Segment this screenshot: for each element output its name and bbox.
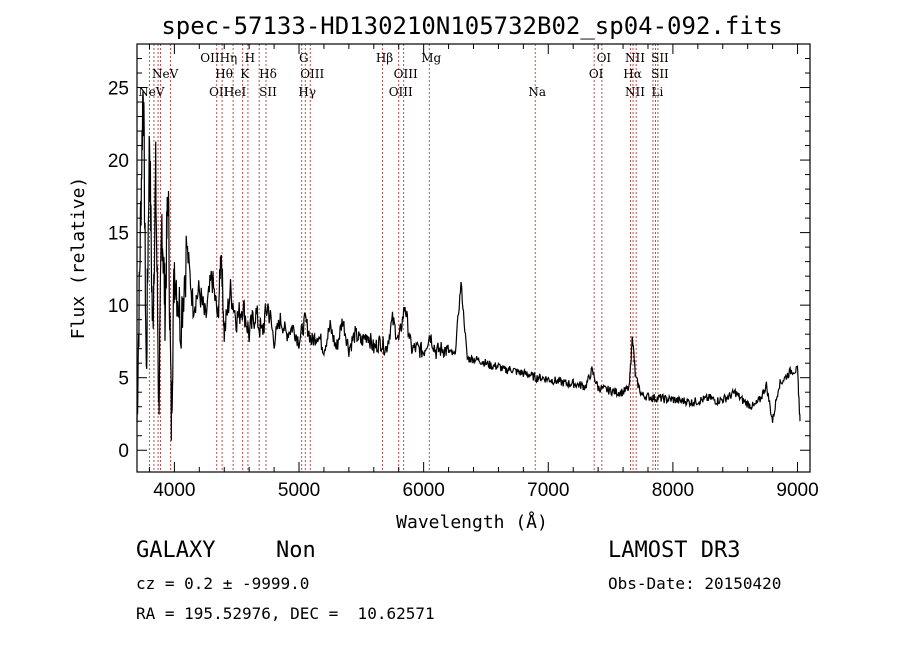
line-label: Hβ xyxy=(376,51,393,65)
line-label: Li xyxy=(652,85,664,99)
obs-date: Obs-Date: 20150420 xyxy=(608,574,782,593)
y-tick-label: 5 xyxy=(118,369,129,390)
y-axis-ticks: 0 5 10 15 20 25 xyxy=(108,58,810,462)
line-label: HeI xyxy=(224,85,247,99)
line-label: NeV xyxy=(138,85,165,99)
x-tick-label: 6000 xyxy=(403,480,445,501)
line-label: SII xyxy=(651,51,669,65)
line-label: NeV xyxy=(152,67,179,81)
reference-lines xyxy=(148,44,659,472)
line-label: OI xyxy=(597,51,612,65)
line-label: H xyxy=(245,51,255,65)
line-label: OIIHη xyxy=(200,51,237,65)
line-label: Hγ xyxy=(298,85,316,99)
x-tick-label: 7000 xyxy=(527,480,569,501)
line-label: Hδ xyxy=(259,67,277,81)
y-tick-label: 20 xyxy=(108,151,129,172)
y-tick-label: 10 xyxy=(108,296,129,317)
y-tick-label: 15 xyxy=(108,224,129,245)
line-label: Hα xyxy=(623,67,642,81)
line-label: OIII xyxy=(300,67,324,81)
line-label: NII xyxy=(625,85,645,99)
x-tick-label: 9000 xyxy=(776,480,818,501)
y-tick-label: 25 xyxy=(108,79,129,100)
line-label: OII xyxy=(209,85,229,99)
chart-title: spec-57133-HD130210N105732B02_sp04-092.f… xyxy=(161,12,782,40)
line-label: Mg xyxy=(421,51,441,65)
reference-line-labels: OIIHη H G Hβ Mg OI NII SII NeV Hθ K Hδ OIII OIII OI Hα S… xyxy=(138,51,669,99)
cz-value: cz = 0.2 ± -9999.0 xyxy=(136,574,310,593)
subclass-label: Non xyxy=(276,538,316,563)
coordinates: RA = 195.52976, DEC = 10.62571 xyxy=(136,604,435,623)
x-tick-label: 8000 xyxy=(652,480,694,501)
line-label: OIII xyxy=(389,85,413,99)
x-axis-ticks: 4000 5000 6000 7000 8000 9000 xyxy=(148,44,819,501)
line-label: OIII xyxy=(394,67,418,81)
spectrum-series-line xyxy=(136,91,801,441)
survey-label: LAMOST DR3 xyxy=(608,538,741,563)
x-tick-label: 5000 xyxy=(278,480,320,501)
line-label: OI xyxy=(589,67,604,81)
line-label: SII xyxy=(651,67,669,81)
y-tick-label: 0 xyxy=(118,441,129,462)
line-label: Hθ xyxy=(215,67,233,81)
line-label: G xyxy=(299,51,309,65)
line-label: K xyxy=(240,67,250,81)
x-axis-label: Wavelength (Å) xyxy=(396,511,548,533)
class-label: GALAXY xyxy=(136,538,216,563)
x-tick-label: 4000 xyxy=(153,480,195,501)
line-label: Na xyxy=(528,85,546,99)
y-axis-label: Flux (relative) xyxy=(68,177,89,340)
line-label: SII xyxy=(259,85,277,99)
line-label: NII xyxy=(625,51,645,65)
plot-frame xyxy=(136,43,811,473)
